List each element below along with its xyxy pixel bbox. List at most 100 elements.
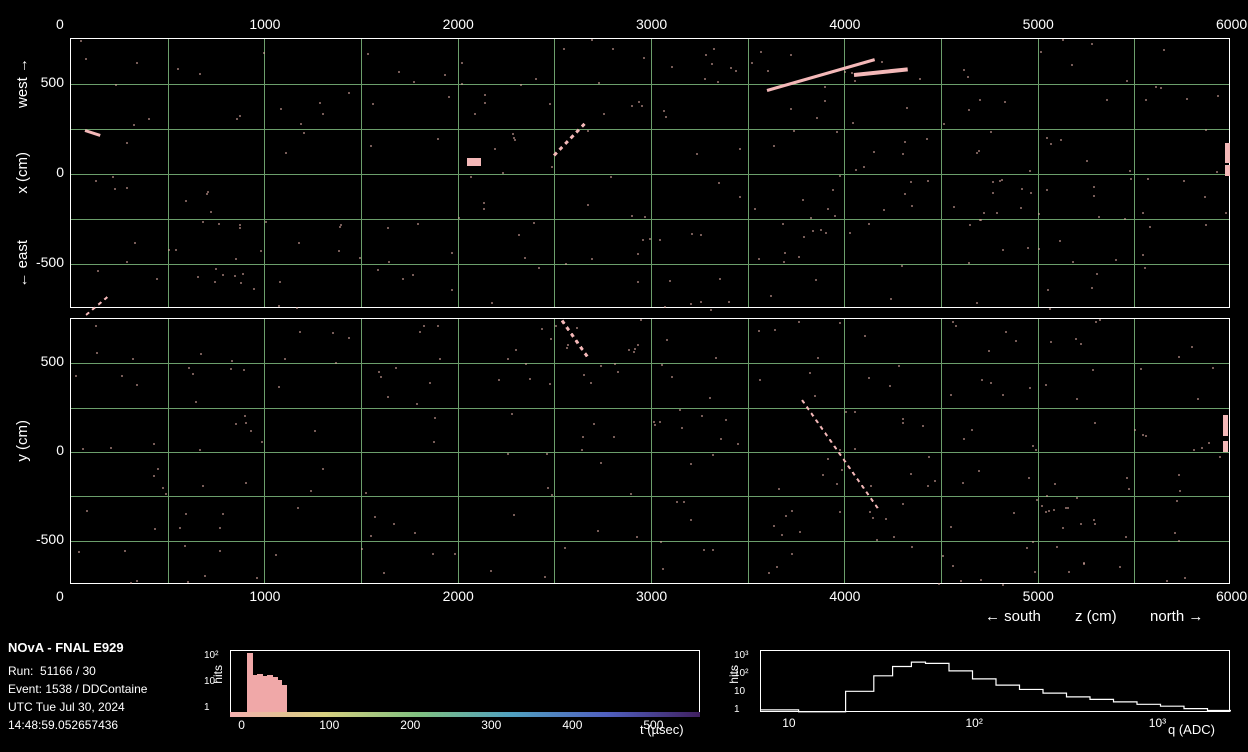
noise-hit (319, 102, 321, 104)
noise-hit (168, 249, 170, 251)
noise-hit (429, 382, 431, 384)
noise-hit (583, 374, 585, 376)
hit-cluster (1223, 415, 1228, 426)
noise-hit (1046, 189, 1048, 191)
noise-hit (1045, 384, 1047, 386)
noise-hit (640, 319, 642, 321)
noise-hit (943, 123, 945, 125)
noise-hit (793, 130, 795, 132)
noise-hit (928, 456, 930, 458)
grid-line (554, 319, 555, 583)
grid-line (458, 39, 459, 307)
noise-hit (263, 52, 265, 54)
noise-hit (691, 233, 693, 235)
grid-line (71, 363, 1229, 364)
noise-hit (179, 527, 181, 529)
noise-hit (1125, 536, 1127, 538)
noise-hit (458, 217, 460, 219)
noise-hit (664, 306, 666, 308)
noise-hit (799, 531, 801, 533)
noise-hit (700, 234, 702, 236)
noise-hit (206, 193, 208, 195)
x-tick-label: 5000 (1023, 16, 1054, 32)
noise-hit (1030, 192, 1032, 194)
noise-hit (1053, 509, 1055, 511)
grid-line (361, 39, 362, 307)
grid-line (168, 319, 169, 583)
noise-hit (845, 411, 847, 413)
noise-hit (110, 447, 112, 449)
noise-hit (926, 138, 928, 140)
noise-hit (361, 548, 363, 550)
noise-hit (1142, 434, 1144, 436)
top-y-axis-label-west: west → (14, 58, 31, 108)
noise-hit (751, 62, 753, 64)
noise-hit (955, 325, 957, 327)
noise-hit (231, 360, 233, 362)
noise-hit (868, 223, 870, 225)
top-event-display (70, 38, 1230, 308)
noise-hit (494, 148, 496, 150)
grid-line (941, 319, 942, 583)
noise-hit (700, 301, 702, 303)
noise-hit (546, 453, 548, 455)
noise-hit (112, 176, 114, 178)
noise-hit (855, 169, 857, 171)
noise-hit (437, 325, 439, 327)
noise-hit (591, 39, 593, 41)
noise-hit (380, 376, 382, 378)
noise-hit (1026, 547, 1028, 549)
noise-hit (576, 327, 578, 329)
event-value: 1538 / DDContaine (45, 682, 147, 696)
noise-hit (265, 221, 267, 223)
time-x-tick-label: 500 (643, 718, 663, 732)
noise-hit (130, 582, 132, 584)
noise-hit (124, 550, 126, 552)
noise-hit (969, 224, 971, 226)
grid-line (361, 319, 362, 583)
noise-hit (774, 329, 776, 331)
noise-hit (275, 554, 277, 556)
noise-hit (529, 378, 531, 380)
noise-hit (549, 103, 551, 105)
noise-hit (822, 474, 824, 476)
noise-hit (730, 67, 732, 69)
grid-line (1038, 39, 1039, 307)
noise-hit (535, 78, 537, 80)
noise-hit (967, 76, 969, 78)
noise-hit (671, 66, 673, 68)
noise-hit (75, 375, 77, 377)
y-tick-label: 0 (56, 164, 64, 180)
noise-hit (718, 182, 720, 184)
noise-hit (810, 217, 812, 219)
noise-hit (202, 485, 204, 487)
noise-hit (839, 175, 841, 177)
noise-hit (649, 238, 651, 240)
noise-hit (240, 282, 242, 284)
x-tick-label: 2000 (443, 588, 474, 604)
noise-hit (1142, 254, 1144, 256)
noise-hit (1205, 129, 1207, 131)
x-tick-label: 0 (56, 588, 64, 604)
noise-hit (704, 78, 706, 80)
noise-hit (284, 358, 286, 360)
noise-hit (737, 443, 739, 445)
detector-title: NOvA - FNAL E929 (8, 638, 147, 658)
grid-line (554, 39, 555, 307)
noise-hit (490, 570, 492, 572)
noise-hit (1004, 101, 1006, 103)
noise-hit (1036, 499, 1038, 501)
noise-hit (239, 115, 241, 117)
noise-hit (725, 419, 727, 421)
noise-hit (1208, 442, 1210, 444)
noise-hit (136, 384, 138, 386)
noise-hit (518, 234, 520, 236)
noise-hit (839, 322, 841, 324)
noise-hit (784, 252, 786, 254)
noise-hit (587, 204, 589, 206)
hit-cluster (1223, 441, 1228, 452)
noise-hit (812, 230, 814, 232)
noise-hit (133, 124, 135, 126)
adc-y-tick-label: 10 (734, 686, 745, 697)
noise-hit (1067, 507, 1069, 509)
